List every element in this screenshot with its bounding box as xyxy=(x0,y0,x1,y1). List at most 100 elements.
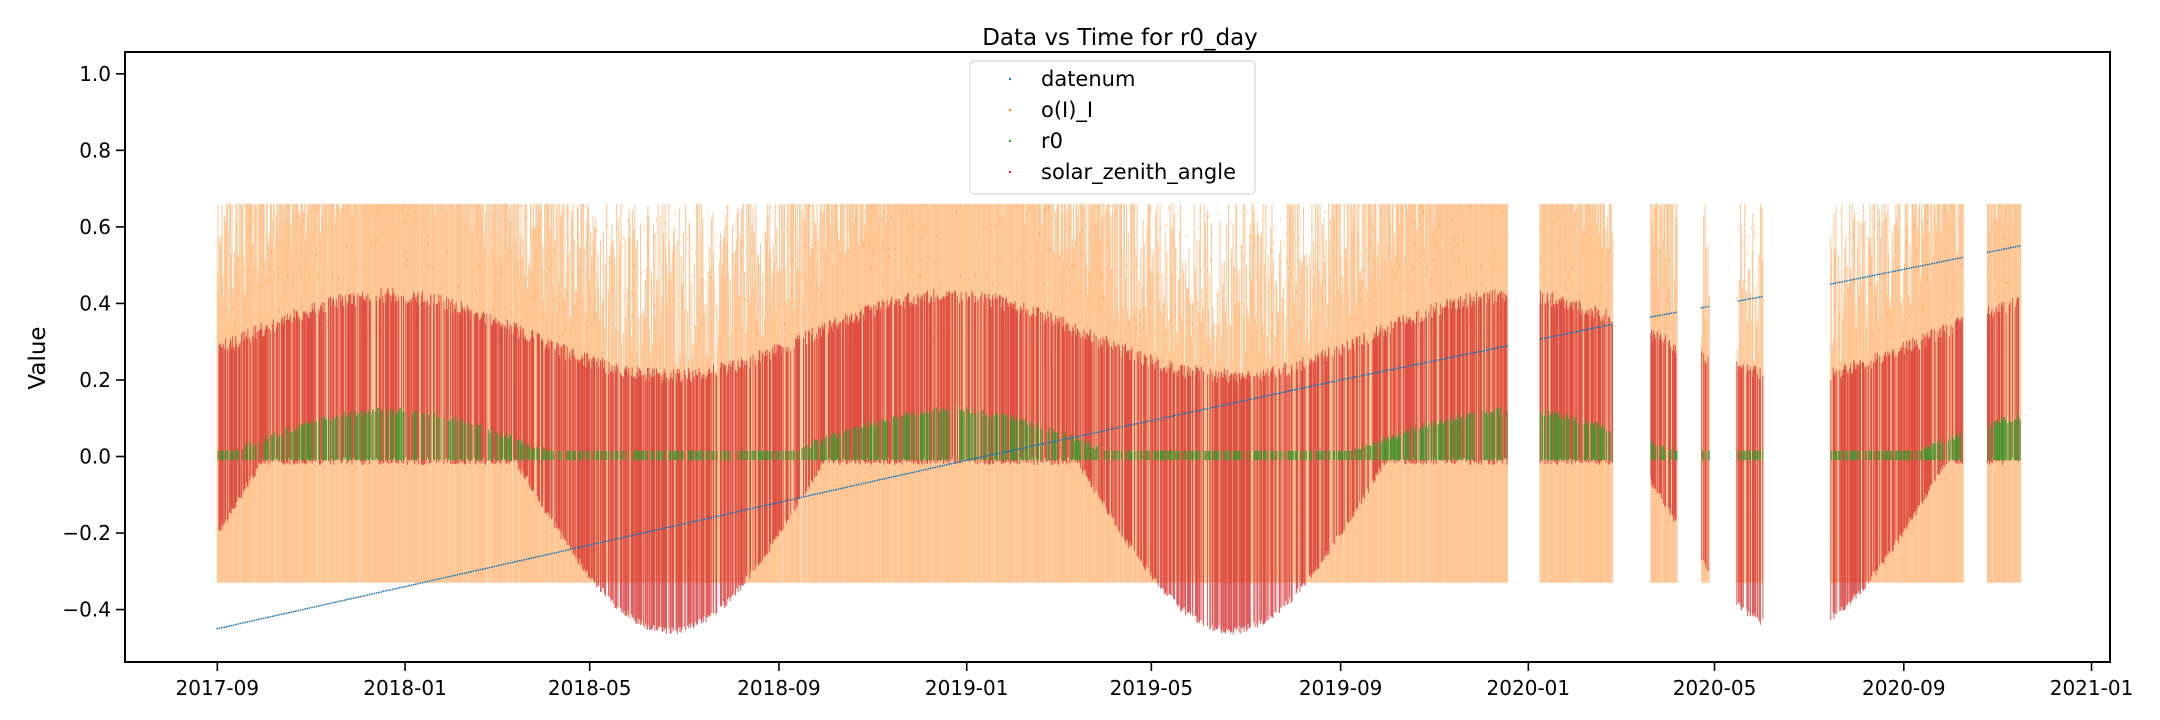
datenum-point xyxy=(1151,419,1153,422)
datenum-point xyxy=(1257,396,1260,399)
datenum-point xyxy=(1742,299,1744,302)
datenum-point xyxy=(1878,273,1881,276)
datenum-point xyxy=(1864,276,1867,278)
datenum-point xyxy=(846,486,849,488)
datenum-point xyxy=(1587,328,1590,331)
datenum-point xyxy=(2012,246,2014,249)
datenum-point xyxy=(848,485,851,488)
datenum-point xyxy=(985,455,987,458)
datenum-point xyxy=(625,536,627,538)
datenum-point xyxy=(973,457,976,460)
datenum-point xyxy=(1894,270,1897,272)
datenum-point xyxy=(728,512,731,515)
datenum-point xyxy=(438,578,440,580)
datenum-point xyxy=(1035,444,1038,447)
datenum-point xyxy=(1834,282,1837,285)
datenum-point xyxy=(601,541,604,543)
datenum-point xyxy=(2019,245,2021,247)
datenum-point xyxy=(2005,247,2007,250)
datenum-point xyxy=(888,476,890,479)
datenum-point xyxy=(698,519,701,522)
datenum-point xyxy=(911,471,913,474)
datenum-point xyxy=(1319,383,1322,386)
datenum-point xyxy=(1862,276,1864,279)
datenum-point xyxy=(1753,297,1756,299)
datenum-point xyxy=(892,475,895,478)
datenum-point xyxy=(758,505,761,508)
datenum-point xyxy=(1266,394,1269,397)
datenum-point xyxy=(1370,372,1373,375)
datenum-point xyxy=(585,544,588,547)
datenum-point xyxy=(253,619,256,622)
datenum-point xyxy=(950,462,953,465)
datenum-point xyxy=(1654,315,1657,318)
x-tick-label: 2019-05 xyxy=(1110,676,1194,700)
datenum-point xyxy=(1153,419,1156,421)
datenum-point xyxy=(1488,348,1490,351)
datenum-point xyxy=(747,508,750,511)
datenum-point xyxy=(1663,313,1666,316)
datenum-point xyxy=(1836,281,1839,284)
datenum-point xyxy=(1571,331,1574,334)
datenum-point xyxy=(1135,423,1137,425)
datenum-point xyxy=(657,528,660,531)
datenum-point xyxy=(255,619,258,621)
datenum-point xyxy=(1670,312,1673,315)
datenum-point xyxy=(1280,391,1283,394)
datenum-point xyxy=(1139,422,1142,424)
datenum-point xyxy=(1465,353,1467,356)
datenum-point xyxy=(1169,415,1172,418)
datenum-point xyxy=(230,624,233,627)
datenum-point xyxy=(283,612,286,615)
datenum-point xyxy=(394,588,396,590)
datenum-point xyxy=(1363,374,1366,376)
datenum-point xyxy=(1218,405,1220,407)
datenum-point xyxy=(1389,369,1391,371)
datenum-point xyxy=(1428,361,1430,363)
datenum-point xyxy=(1068,437,1070,440)
datenum-point xyxy=(1298,387,1301,390)
datenum-point xyxy=(389,589,392,591)
datenum-point xyxy=(1317,383,1320,386)
datenum-point xyxy=(1142,421,1144,424)
datenum-point xyxy=(1961,256,1964,259)
datenum-point xyxy=(1052,440,1054,443)
datenum-point xyxy=(1903,268,1906,271)
datenum-point xyxy=(408,584,410,587)
datenum-point xyxy=(440,577,443,580)
datenum-point xyxy=(493,565,496,568)
datenum-point xyxy=(1751,297,1754,300)
datenum-point xyxy=(904,473,907,475)
datenum-point xyxy=(465,571,468,574)
datenum-point xyxy=(650,530,653,533)
datenum-point xyxy=(1296,388,1299,391)
datenum-point xyxy=(608,539,611,542)
datenum-point xyxy=(1211,406,1213,409)
datenum-point xyxy=(401,586,403,589)
datenum-point xyxy=(664,527,666,529)
datenum-point xyxy=(682,523,685,525)
datenum-point xyxy=(666,526,669,529)
datenum-point xyxy=(1278,392,1280,395)
datenum-point xyxy=(934,466,937,469)
datenum-point xyxy=(1462,354,1465,356)
datenum-point xyxy=(1056,439,1059,442)
datenum-point xyxy=(1065,437,1068,440)
x-tick-label: 2019-09 xyxy=(1299,676,1383,700)
datenum-point xyxy=(581,545,583,548)
datenum-point xyxy=(1054,440,1057,443)
datenum-point xyxy=(391,588,394,591)
datenum-point xyxy=(1095,431,1098,434)
datenum-point xyxy=(1573,331,1576,333)
datenum-point xyxy=(1058,439,1061,442)
datenum-point xyxy=(874,480,876,482)
datenum-point xyxy=(1391,368,1394,371)
datenum-point xyxy=(740,510,743,512)
datenum-point xyxy=(1102,430,1105,432)
datenum-point xyxy=(504,563,507,565)
x-tick-label: 2021-01 xyxy=(2050,676,2134,700)
datenum-point xyxy=(772,502,775,505)
datenum-point xyxy=(599,541,602,544)
datenum-point xyxy=(978,456,980,459)
datenum-point xyxy=(1015,448,1017,451)
